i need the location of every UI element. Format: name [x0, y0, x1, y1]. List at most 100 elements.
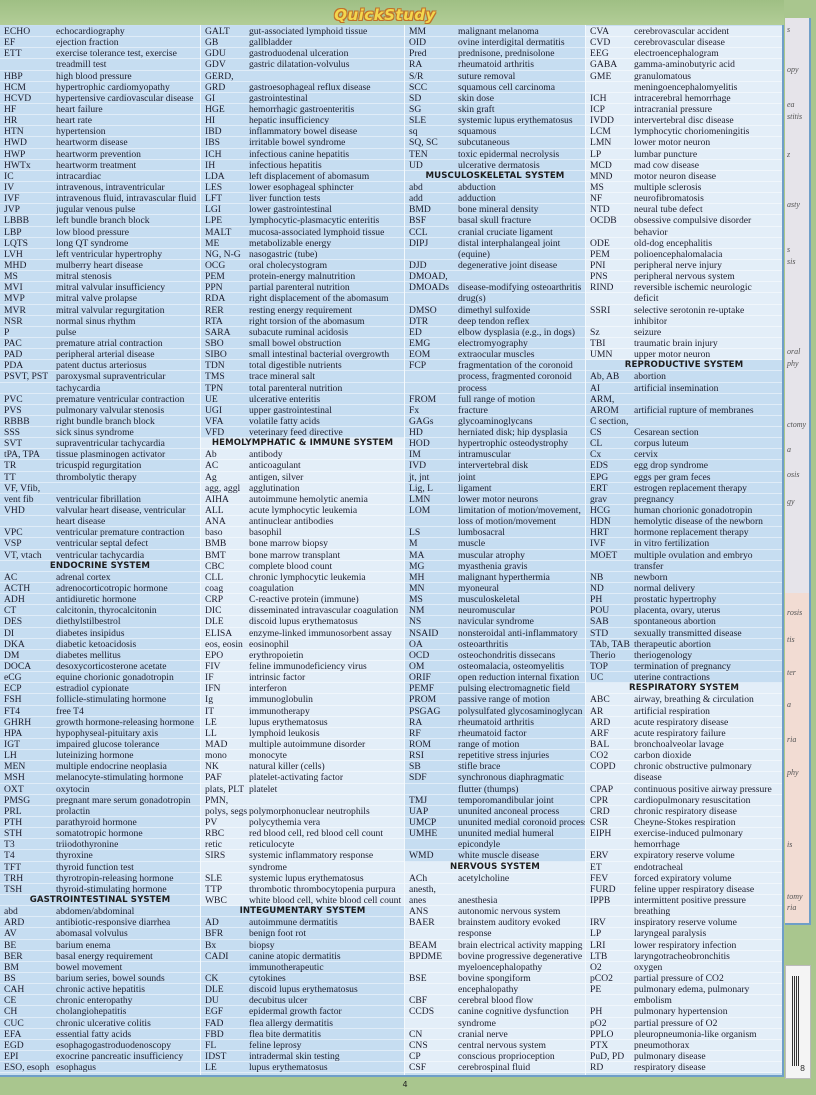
- abbreviation-row: MN myoneural: [405, 583, 585, 595]
- abbreviation: OID: [409, 37, 427, 49]
- definition: cerebrovascular disease: [634, 37, 725, 48]
- definition: laryngeal paralysis: [634, 928, 707, 939]
- abbreviation: EIPH: [590, 828, 612, 840]
- abbreviation-row: UAP ununited anconeal process: [405, 805, 585, 817]
- abbreviation: BE: [4, 939, 17, 951]
- abbreviation: EFA: [4, 1028, 22, 1040]
- abbreviation: LP: [590, 928, 602, 940]
- abbreviation: [405, 962, 458, 972]
- abbreviation: [586, 772, 634, 782]
- abbreviation-row: EIPH exercise-induced pulmonary: [586, 828, 782, 840]
- abbreviation: CS: [590, 427, 602, 439]
- abbreviation: HI: [205, 115, 216, 127]
- abbreviation: [405, 928, 458, 938]
- abbreviation-row: sq squamous: [405, 126, 585, 138]
- definition: mitral valvular insufficiency: [56, 282, 166, 293]
- abbreviation-row: Fx fracture: [405, 404, 585, 416]
- edge-text-fragment: ctomy: [787, 420, 807, 429]
- abbreviation-row: Ab, AB abortion: [586, 371, 782, 383]
- abbreviation-row: ARM,: [586, 393, 782, 405]
- section-header: HEMOLYMPHATIC & IMMUNE SYSTEM: [201, 438, 404, 450]
- abbreviation: PNI: [590, 259, 606, 271]
- section-header: RESPIRATORY SYSTEM: [586, 683, 782, 695]
- abbreviation-row: EPO erythropoietin: [201, 649, 404, 662]
- abbreviation: GALT: [205, 26, 230, 37]
- section-header: ENDOCRINE SYSTEM: [0, 560, 200, 572]
- definition: antinuclear antibodies: [249, 516, 334, 527]
- abbreviation: HF: [4, 103, 17, 115]
- abbreviation-row: HWP heartworm prevention: [0, 148, 200, 160]
- definition: peripheral arterial disease: [56, 349, 155, 360]
- definition: canine atopic dermatitis: [249, 950, 341, 961]
- abbreviation: FCP: [409, 360, 427, 372]
- abbreviation-row: UD ulcerative dermatosis: [405, 159, 585, 171]
- abbreviation-row: BER basal energy requirement: [0, 950, 200, 962]
- abbreviation: polys, segs: [205, 805, 248, 817]
- abbreviation: SLE: [409, 115, 427, 127]
- abbreviation: [586, 316, 634, 326]
- abbreviation: LBBB: [4, 215, 30, 227]
- abbreviation-row: CCL cranial cruciate ligament: [405, 226, 585, 238]
- definition: drug(s): [458, 293, 486, 304]
- abbreviation-row: EFA essential fatty acids: [0, 1028, 200, 1040]
- abbreviation-row: process, fragmented coronoid: [405, 371, 585, 383]
- abbreviation-row: deficit: [586, 293, 782, 305]
- abbreviation-row: WMD white muscle disease: [405, 850, 585, 862]
- abbreviation-row: LE lupus erythematosus: [201, 1062, 404, 1074]
- definition: diabetes insipidus: [56, 627, 125, 638]
- abbreviation: LOM: [409, 505, 431, 517]
- abbreviation-row: ANS autonomic nervous system: [405, 906, 585, 918]
- abbreviation-row: RD respiratory disease: [586, 1062, 782, 1074]
- definition: herniated disk; hip dysplasia: [458, 427, 568, 438]
- abbreviation-row: grav pregnancy: [586, 493, 782, 506]
- definition: intervertebral disc disease: [634, 115, 734, 126]
- abbreviation-row: GI gastrointestinal: [201, 92, 404, 104]
- definition: pregnant mare serum gonadotropin: [56, 794, 191, 805]
- abbreviation-row: FROM full range of motion: [405, 393, 585, 405]
- abbreviation: abd: [4, 906, 18, 918]
- abbreviation-row: CRD chronic respiratory disease: [586, 805, 782, 817]
- abbreviation: DIPJ: [409, 237, 429, 249]
- abbreviation-row: CK cytokines: [201, 972, 404, 985]
- abbreviation-row: BEAM brain electrical activity mapping: [405, 939, 585, 951]
- definition: thyroxine: [56, 850, 93, 861]
- abbreviation: EPO: [205, 649, 224, 661]
- definition: therapeutic abortion: [634, 638, 711, 649]
- definition: lower motor neuron: [634, 137, 711, 148]
- abbreviation: WMD: [409, 850, 434, 862]
- definition: abortion: [634, 371, 666, 382]
- abbreviation-row: HDN hemolytic disease of the newborn: [586, 516, 782, 528]
- abbreviation: VT, vtach: [4, 549, 42, 561]
- abbreviation-row: FT4 free T4: [0, 705, 200, 717]
- abbreviation: ABC: [590, 694, 610, 706]
- abbreviation-row: LS lumbosacral: [405, 527, 585, 539]
- definition: syndrome: [458, 1017, 496, 1028]
- abbreviation-row: LBBB left bundle branch block: [0, 215, 200, 227]
- abbreviation-row: ECHO echocardiography: [0, 26, 200, 38]
- abbreviation: [586, 839, 634, 849]
- definition: electromyography: [458, 337, 528, 349]
- abbreviation-row: HWD heartworm disease: [0, 137, 200, 149]
- abbreviation: PVC: [4, 393, 23, 405]
- abbreviation: MEN: [4, 761, 26, 773]
- abbreviation: UAP: [409, 805, 429, 817]
- definition: peripheral nerve injury: [634, 259, 722, 271]
- definition: supraventricular tachycardia: [56, 438, 165, 449]
- abbreviation-row: UE ulcerative enteritis: [201, 393, 404, 405]
- edge-text-fragment: asty: [787, 200, 800, 209]
- edge-text-fragment: gy: [787, 497, 795, 506]
- abbreviation: BS: [4, 972, 16, 984]
- abbreviation-row: SCC squamous cell carcinoma: [405, 81, 585, 93]
- abbreviation-row: PE pulmonary edema, pulmonary: [586, 984, 782, 996]
- abbreviation: LL: [205, 727, 217, 739]
- abbreviation-row: HPA hypophyseal-pituitary axis: [0, 727, 200, 739]
- abbreviation: EDS: [590, 460, 609, 472]
- abbreviation: MVI: [4, 282, 23, 294]
- abbreviation: DMOAD,: [409, 271, 448, 283]
- abbreviation-row: loss of motion/movement: [405, 516, 585, 528]
- abbreviation-row: DKA diabetic ketoacidosis: [0, 638, 200, 650]
- abbreviation-row: IV intravenous, intraventricular: [0, 181, 200, 194]
- abbreviation-row: BS barium series, bowel sounds: [0, 972, 200, 985]
- abbreviation: ICH: [590, 92, 607, 104]
- definition: disease-modifying osteoarthritis: [458, 282, 582, 293]
